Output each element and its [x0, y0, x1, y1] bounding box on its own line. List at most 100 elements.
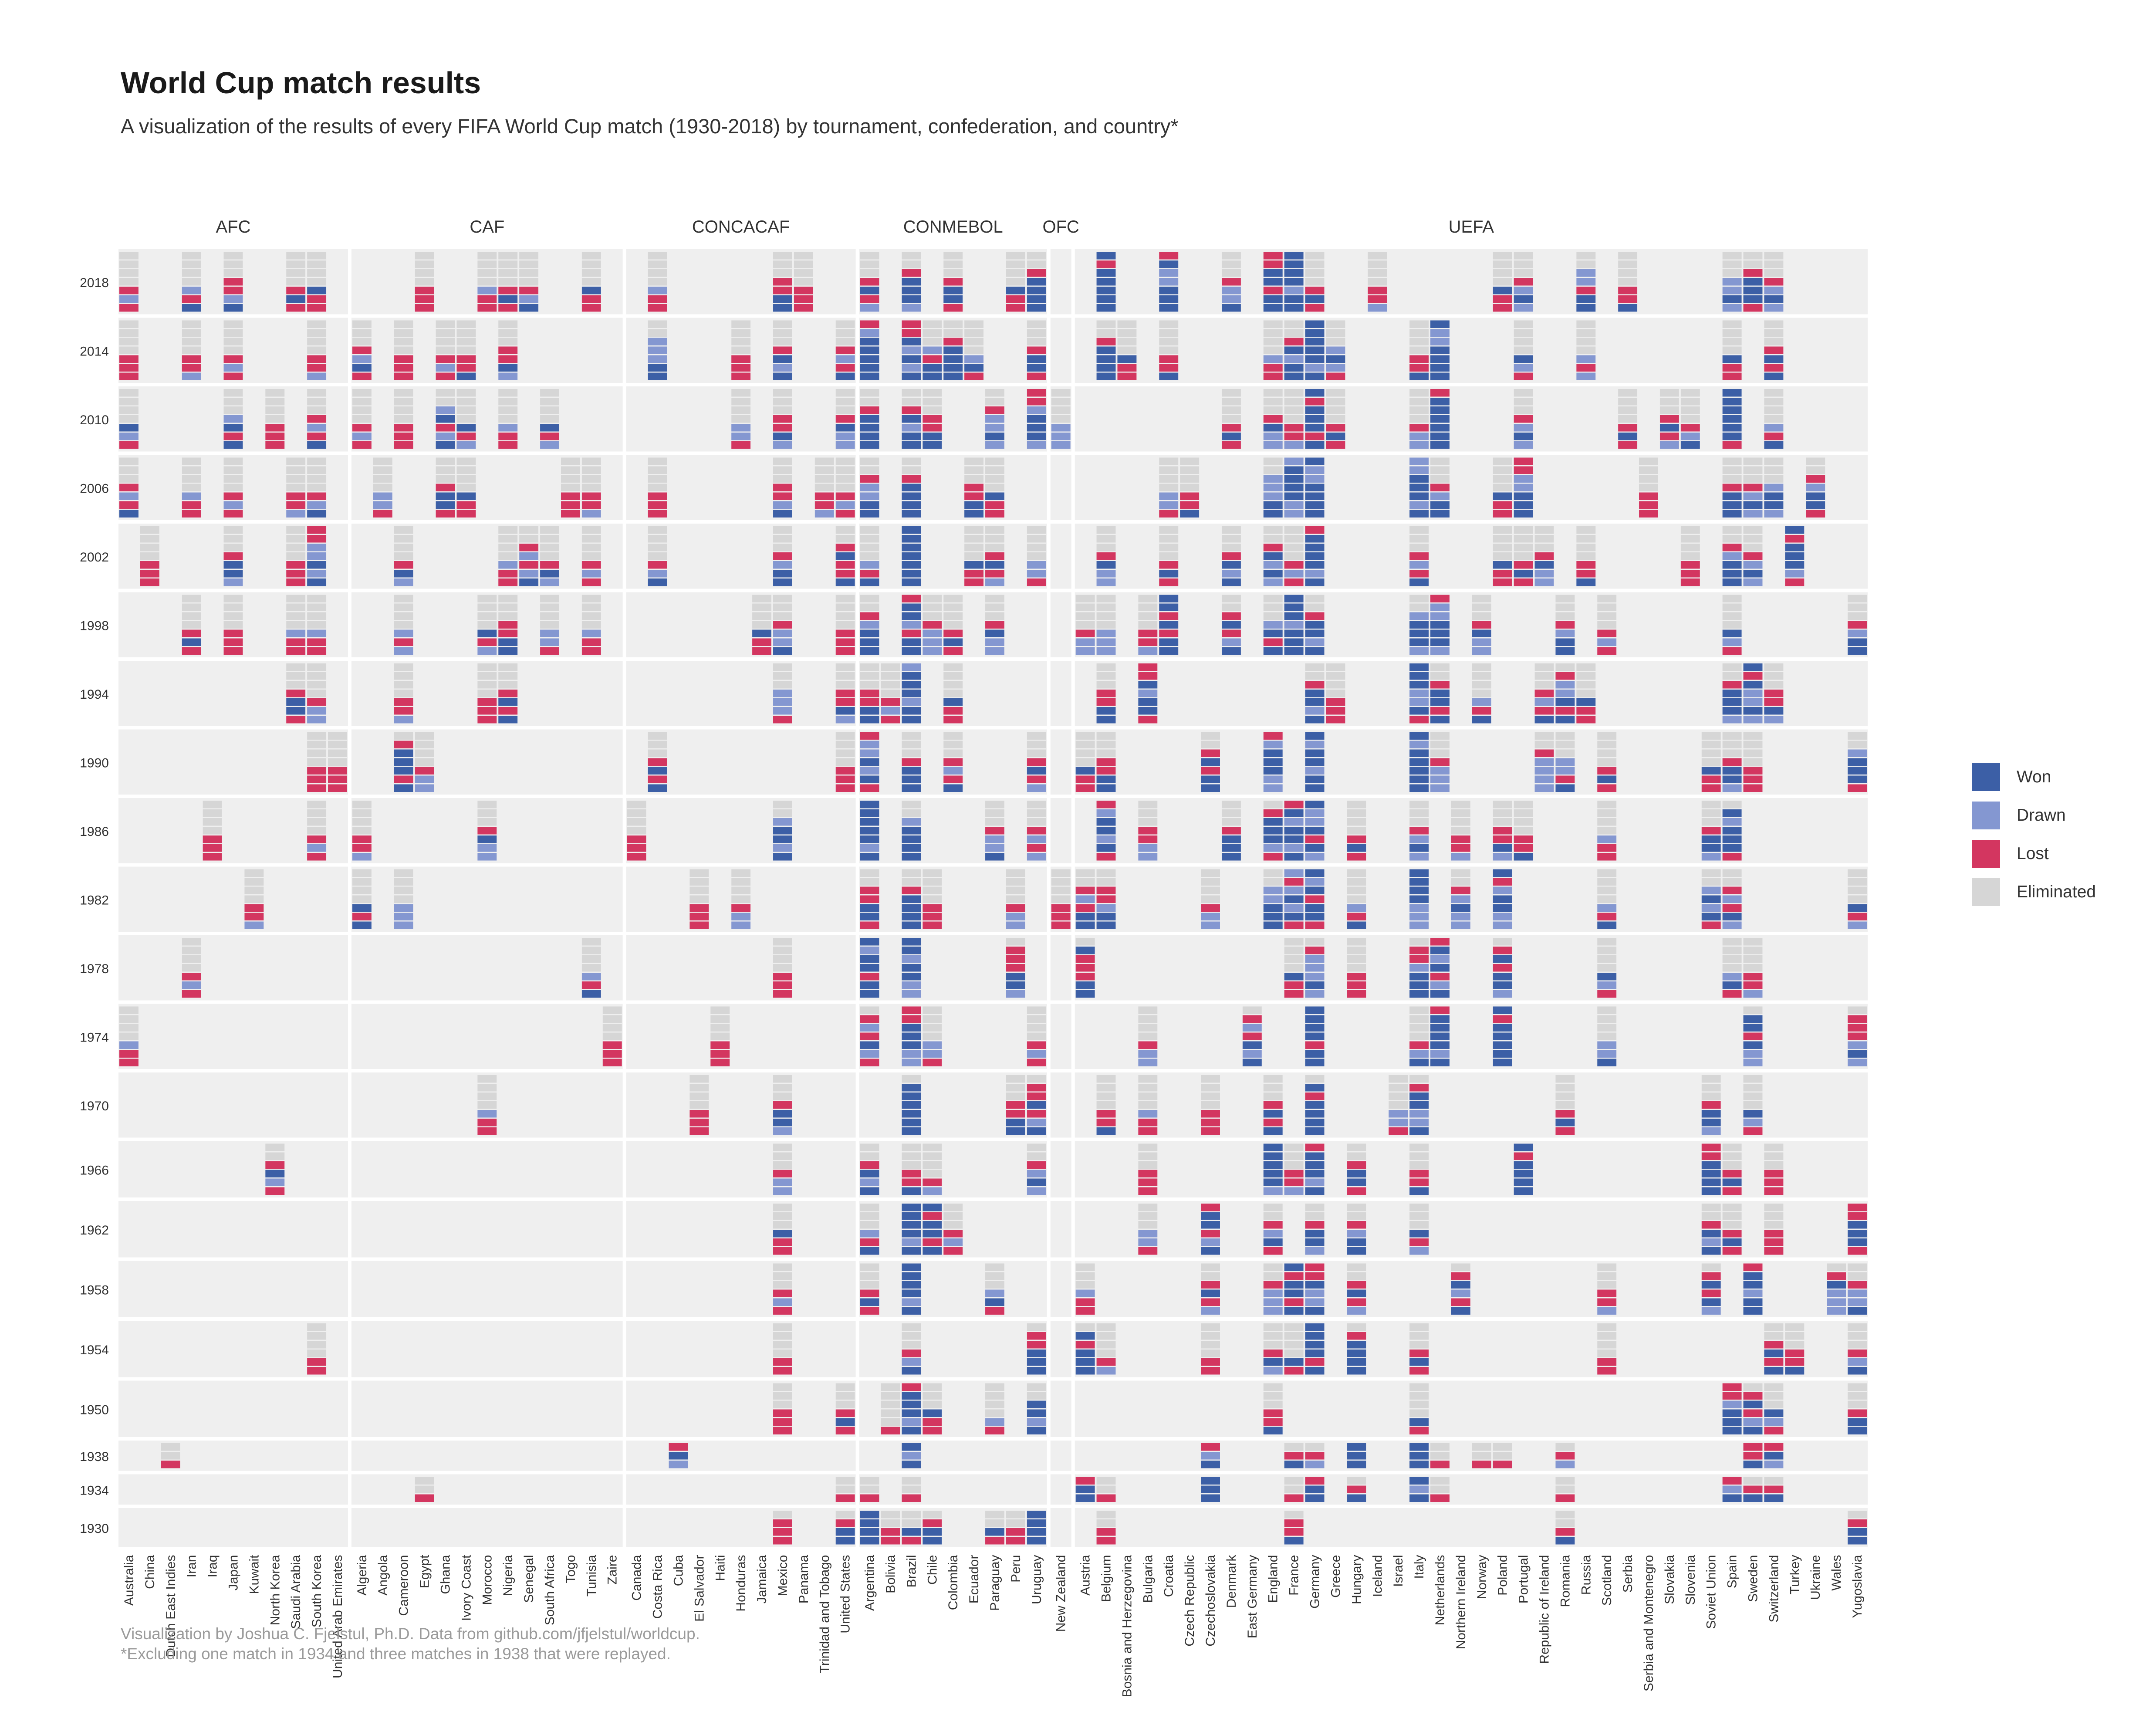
tile-australia-1974: [119, 1041, 139, 1049]
tile-scotland-1998: [1597, 647, 1617, 655]
tile-cameroon-1994: [394, 716, 413, 724]
tile-bolivia-1994: [881, 672, 900, 680]
panel-CONCACAF-1962: [626, 1201, 856, 1258]
tile-england-1950: [1263, 1427, 1283, 1434]
tile-england-1986: [1263, 827, 1283, 835]
tile-japan-2010: [223, 424, 243, 432]
tile-england-2006: [1263, 510, 1283, 518]
country-label: Colombia: [946, 1555, 960, 1610]
tile-iran-1978: [182, 990, 201, 998]
tile-serbia-and-montenegro-2006: [1639, 466, 1658, 474]
tile-portugal-2014: [1514, 346, 1533, 354]
tile-ecuador-2002: [964, 535, 984, 543]
tile-england-2010: [1263, 398, 1283, 406]
tile-spain-2002: [1722, 544, 1742, 551]
tile-france-2002: [1284, 535, 1304, 543]
tile-romania-1998: [1555, 629, 1575, 637]
tile-russia-2014: [1576, 364, 1596, 372]
tile-paraguay-1950: [985, 1409, 1004, 1417]
tile-czechoslovakia-1938: [1201, 1443, 1220, 1451]
tile-romania-1998: [1555, 638, 1575, 646]
tile-tunisia-1998: [581, 612, 601, 620]
tile-iran-1998: [182, 647, 201, 655]
tile-italy-2010: [1409, 433, 1429, 440]
tile-czechoslovakia-1954: [1201, 1350, 1220, 1357]
tile-tunisia-2002: [581, 544, 601, 551]
tile-brazil-1950: [902, 1383, 921, 1391]
tile-hungary-1962: [1347, 1221, 1366, 1229]
tile-scotland-1974: [1597, 1041, 1617, 1049]
tile-mexico-1958: [773, 1281, 792, 1289]
tile-portugal-2006: [1514, 484, 1533, 491]
tile-argentina-2002: [860, 552, 879, 560]
tile-chile-1950: [923, 1400, 942, 1408]
tile-sweden-1994: [1743, 698, 1763, 706]
tile-iran-2018: [182, 260, 201, 268]
tile-bulgaria-1986: [1138, 801, 1158, 808]
tile-belgium-1954: [1096, 1341, 1116, 1349]
tile-uruguay-2010: [1027, 433, 1046, 440]
country-label: Israel: [1391, 1555, 1406, 1587]
tile-colombia-1998: [943, 612, 963, 620]
tile-saudi-arabia-2006: [286, 466, 306, 474]
tile-england-2010: [1263, 389, 1283, 397]
tile-slovenia-2010: [1680, 424, 1700, 432]
tile-netherlands-1990: [1430, 741, 1450, 748]
tile-brazil-1966: [902, 1161, 921, 1169]
tile-poland-2006: [1493, 457, 1512, 465]
tile-south-africa-1998: [540, 647, 559, 655]
tile-brazil-2014: [902, 346, 921, 354]
tile-canada-1986: [627, 835, 646, 843]
tile-brazil-2002: [902, 526, 921, 534]
tile-haiti-1974: [710, 1006, 730, 1014]
tile-soviet-union-1990: [1701, 784, 1721, 792]
tile-brazil-1930: [902, 1519, 921, 1527]
tile-england-2018: [1263, 260, 1283, 268]
tile-nigeria-2014: [498, 372, 518, 380]
country-label: Switzerland: [1767, 1555, 1781, 1622]
tile-netherlands-2010: [1430, 424, 1450, 432]
tile-turkey-1954: [1785, 1358, 1805, 1366]
tile-uruguay-2010: [1027, 406, 1046, 414]
tile-paraguay-2010: [985, 424, 1004, 432]
tile-germany-2006: [1305, 466, 1325, 474]
tile-italy-1986: [1409, 827, 1429, 835]
tile-england-1966: [1263, 1187, 1283, 1195]
tile-italy-1982: [1409, 886, 1429, 894]
tile-sweden-2002: [1743, 526, 1763, 534]
tile-argentina-1974: [860, 1059, 879, 1066]
tile-costa-rica-2002: [648, 561, 667, 569]
tile-paraguay-1950: [985, 1400, 1004, 1408]
tile-italy-1970: [1409, 1092, 1429, 1100]
tile-romania-1998: [1555, 647, 1575, 655]
tile-south-korea-1994: [307, 707, 327, 715]
tile-bolivia-1994: [881, 716, 900, 724]
tile-sweden-1974: [1743, 1059, 1763, 1066]
tile-switzerland-2006: [1764, 475, 1784, 483]
tile-kuwait-1982: [244, 895, 264, 903]
tile-united-states-1990: [835, 749, 855, 757]
tile-united-states-1930: [835, 1519, 855, 1527]
tile-mexico-1966: [773, 1152, 792, 1160]
tile-greece-2014: [1326, 329, 1345, 337]
tile-honduras-1982: [731, 878, 751, 886]
tile-south-korea-1954: [307, 1350, 327, 1357]
tile-brazil-2014: [902, 329, 921, 337]
tile-spain-2002: [1722, 526, 1742, 534]
tile-italy-2006: [1409, 501, 1429, 509]
tile-soviet-union-1986: [1701, 809, 1721, 817]
tile-morocco-2018: [477, 269, 497, 277]
tile-italy-1974: [1409, 1032, 1429, 1040]
tile-nigeria-2014: [498, 320, 518, 328]
tile-algeria-1986: [352, 809, 372, 817]
tile-romania-1990: [1555, 741, 1575, 748]
tile-sweden-2002: [1743, 561, 1763, 569]
tile-nigeria-1998: [498, 638, 518, 646]
tile-soviet-union-1958: [1701, 1263, 1721, 1271]
tile-austria-1958: [1075, 1263, 1095, 1271]
tile-france-1954: [1284, 1341, 1304, 1349]
tile-yugoslavia-1930: [1848, 1528, 1867, 1536]
legend-item-won: Won: [1972, 758, 2096, 796]
tile-croatia-2006: [1159, 475, 1179, 483]
tile-costa-rica-2002: [648, 570, 667, 578]
